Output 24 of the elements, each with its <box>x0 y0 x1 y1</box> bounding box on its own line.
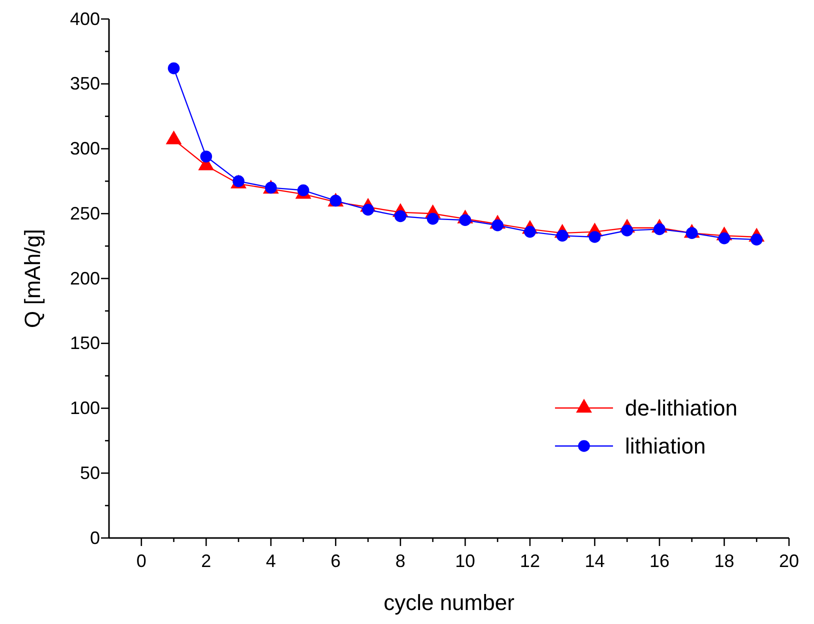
x-axis-title: cycle number <box>384 590 514 615</box>
y-tick-label: 250 <box>70 203 100 224</box>
legend-label: lithiation <box>625 434 706 459</box>
y-tick-label: 400 <box>70 8 100 29</box>
y-tick-label: 100 <box>70 398 100 418</box>
x-tick-label: 12 <box>520 550 540 571</box>
legend-label: de-lithiation <box>625 396 738 421</box>
x-tick-label: 10 <box>455 550 476 571</box>
y-tick-label: 300 <box>70 138 100 159</box>
x-tick-label: 14 <box>584 550 605 571</box>
x-tick-label: 16 <box>649 550 670 571</box>
x-tick-label: 8 <box>395 550 406 571</box>
x-tick-label: 4 <box>266 550 276 571</box>
y-tick-label: 200 <box>70 268 100 288</box>
x-tick-label: 20 <box>778 550 800 571</box>
y-tick-label: 350 <box>70 74 100 94</box>
x-tick-label: 18 <box>714 550 734 571</box>
y-tick-label: 50 <box>80 462 100 483</box>
y-tick-label: 0 <box>90 528 100 548</box>
x-tick-label: 6 <box>330 550 341 571</box>
x-tick-label: 2 <box>201 550 212 571</box>
y-tick-label: 150 <box>70 333 100 354</box>
y-axis-title: Q [mAh/g] <box>20 228 45 328</box>
x-tick-label: 0 <box>136 550 146 571</box>
